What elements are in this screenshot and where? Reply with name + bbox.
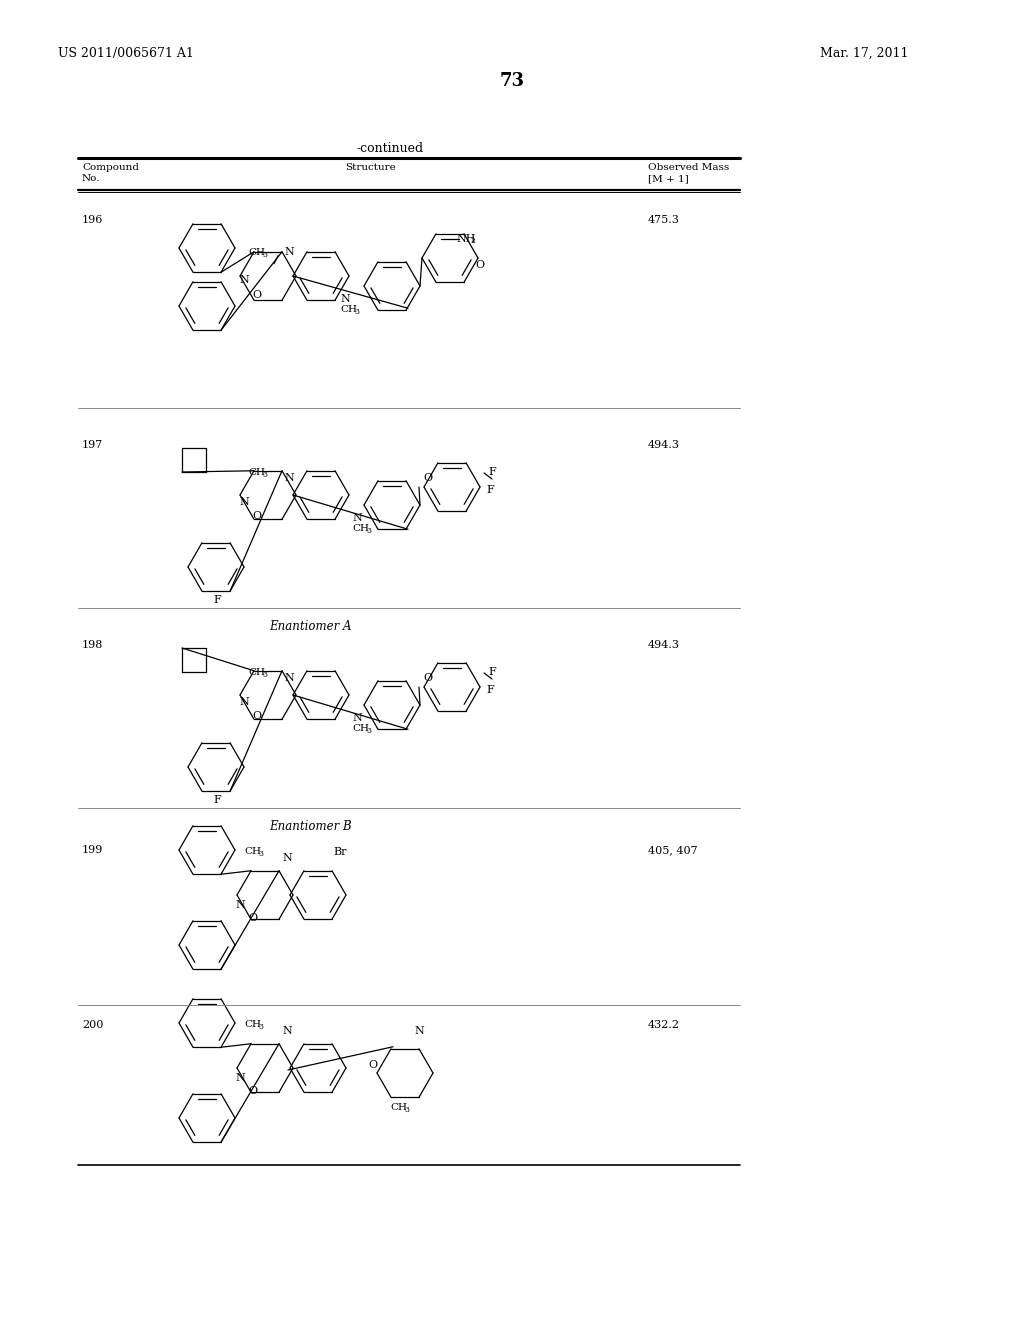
Text: N: N [282, 853, 292, 863]
Text: N: N [284, 473, 294, 483]
Text: O: O [252, 711, 261, 721]
Text: 3: 3 [354, 308, 359, 315]
Text: 475.3: 475.3 [648, 215, 680, 224]
Text: F: F [213, 595, 221, 605]
Text: CH: CH [390, 1104, 407, 1111]
Text: N: N [352, 713, 361, 723]
Text: Mar. 17, 2011: Mar. 17, 2011 [820, 48, 908, 59]
Text: CH: CH [352, 723, 369, 733]
Text: N: N [352, 513, 361, 523]
Text: CH: CH [248, 248, 265, 257]
Text: N: N [239, 498, 249, 507]
Text: 3: 3 [258, 850, 263, 858]
Text: CH: CH [244, 1020, 261, 1030]
Text: 3: 3 [262, 671, 267, 678]
Text: 197: 197 [82, 440, 103, 450]
Text: Observed Mass: Observed Mass [648, 162, 729, 172]
Text: Compound: Compound [82, 162, 139, 172]
Text: F: F [488, 667, 496, 677]
Text: 3: 3 [366, 727, 371, 735]
Text: 3: 3 [366, 527, 371, 535]
Text: O: O [368, 1060, 377, 1071]
Text: O: O [248, 1086, 257, 1096]
Text: 200: 200 [82, 1020, 103, 1030]
Text: 3: 3 [404, 1106, 409, 1114]
Text: Enantiomer B: Enantiomer B [268, 820, 351, 833]
Text: Br: Br [333, 847, 346, 857]
Text: 196: 196 [82, 215, 103, 224]
Text: F: F [488, 467, 496, 477]
Text: N: N [284, 247, 294, 257]
Text: N: N [284, 673, 294, 682]
Text: NH: NH [456, 234, 475, 244]
Text: N: N [282, 1026, 292, 1036]
Text: N: N [234, 900, 245, 909]
Text: 198: 198 [82, 640, 103, 649]
Text: 432.2: 432.2 [648, 1020, 680, 1030]
Text: F: F [486, 685, 494, 696]
Text: 3: 3 [262, 471, 267, 479]
Text: No.: No. [82, 174, 100, 183]
Text: 199: 199 [82, 845, 103, 855]
Text: N: N [234, 1073, 245, 1082]
Text: CH: CH [248, 469, 265, 477]
Text: CH: CH [352, 524, 369, 533]
Text: F: F [213, 795, 221, 805]
Text: N: N [239, 275, 249, 285]
Text: 2: 2 [470, 238, 475, 246]
Text: O: O [475, 260, 484, 271]
Text: Enantiomer A: Enantiomer A [268, 620, 351, 634]
Text: Structure: Structure [345, 162, 395, 172]
Text: 494.3: 494.3 [648, 640, 680, 649]
Text: CH: CH [248, 668, 265, 677]
Text: 405, 407: 405, 407 [648, 845, 697, 855]
Text: O: O [423, 473, 432, 483]
Text: CH: CH [340, 305, 357, 314]
Text: O: O [252, 511, 261, 521]
Text: 73: 73 [500, 73, 524, 90]
Text: 3: 3 [258, 1023, 263, 1031]
Text: O: O [248, 913, 257, 923]
Text: [M + 1]: [M + 1] [648, 174, 689, 183]
Text: US 2011/0065671 A1: US 2011/0065671 A1 [58, 48, 194, 59]
Text: 494.3: 494.3 [648, 440, 680, 450]
Text: N: N [239, 697, 249, 708]
Text: F: F [486, 484, 494, 495]
Text: N: N [414, 1026, 424, 1036]
Text: O: O [423, 673, 432, 682]
Text: O: O [252, 290, 261, 300]
Text: CH: CH [244, 847, 261, 855]
Text: 3: 3 [262, 251, 267, 259]
Text: -continued: -continued [356, 143, 424, 154]
Text: N: N [340, 294, 350, 304]
